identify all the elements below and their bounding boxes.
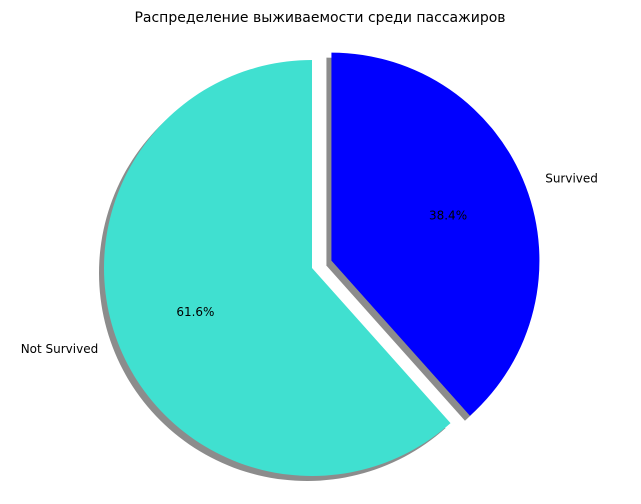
chart-title: Распределение выживаемости среди пассажи… — [134, 10, 505, 26]
value-label: 38.4% — [429, 209, 467, 223]
category-label: Survived — [545, 172, 598, 186]
category-label: Not Survived — [21, 342, 99, 356]
slice — [331, 52, 540, 416]
slice — [104, 60, 451, 476]
value-label: 61.6% — [176, 305, 214, 319]
